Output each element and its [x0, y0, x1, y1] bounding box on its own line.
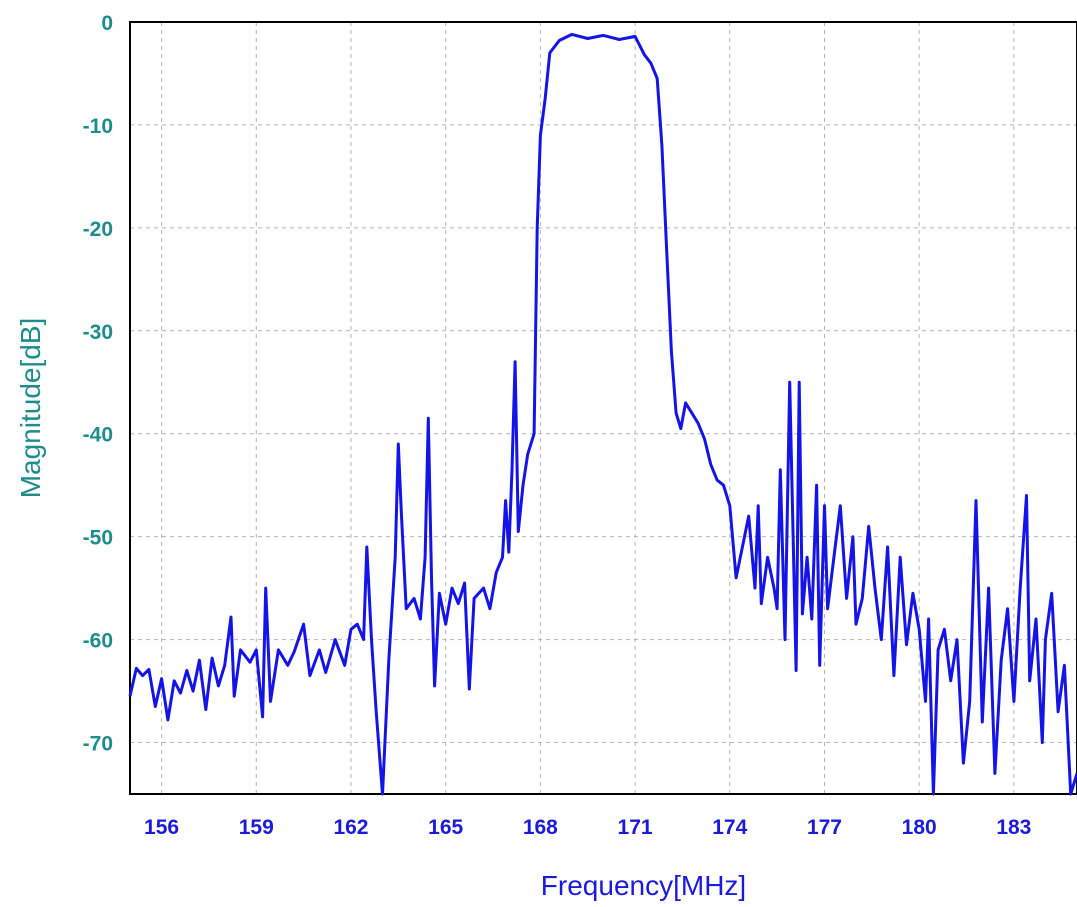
y-tick-label: -50: [83, 527, 113, 550]
series-line: [128, 32, 1077, 796]
y-tick-label: -70: [83, 733, 113, 756]
x-axis-label: Frequency[MHz]: [541, 870, 746, 901]
plot-frame: [129, 21, 1077, 795]
x-tick-labels: 156 159 162 165 168 171 174 177 180 183: [144, 816, 1031, 839]
x-tick-label: 156: [144, 816, 179, 839]
y-tick-label: 0: [101, 12, 113, 35]
x-tick-label: 162: [333, 816, 368, 839]
x-tick-label: 168: [523, 816, 558, 839]
gridlines: [130, 22, 1077, 794]
y-tick-label: -20: [83, 218, 113, 241]
x-tick-label: 174: [712, 816, 747, 839]
y-tick-label: -40: [83, 424, 113, 447]
x-tick-label: 180: [902, 816, 937, 839]
x-tick-label: 159: [239, 816, 274, 839]
x-tick-label: 171: [618, 816, 653, 839]
x-tick-label: 177: [807, 816, 842, 839]
x-tick-label: 183: [996, 816, 1031, 839]
y-tick-labels: 0 -10 -20 -30 -40 -50 -60 -70: [83, 12, 113, 756]
y-tick-label: -60: [83, 630, 113, 653]
y-axis-label: Magnitude[dB]: [15, 318, 46, 499]
y-tick-label: -30: [83, 321, 113, 344]
y-tick-label: -10: [83, 115, 113, 138]
x-tick-label: 165: [428, 816, 463, 839]
